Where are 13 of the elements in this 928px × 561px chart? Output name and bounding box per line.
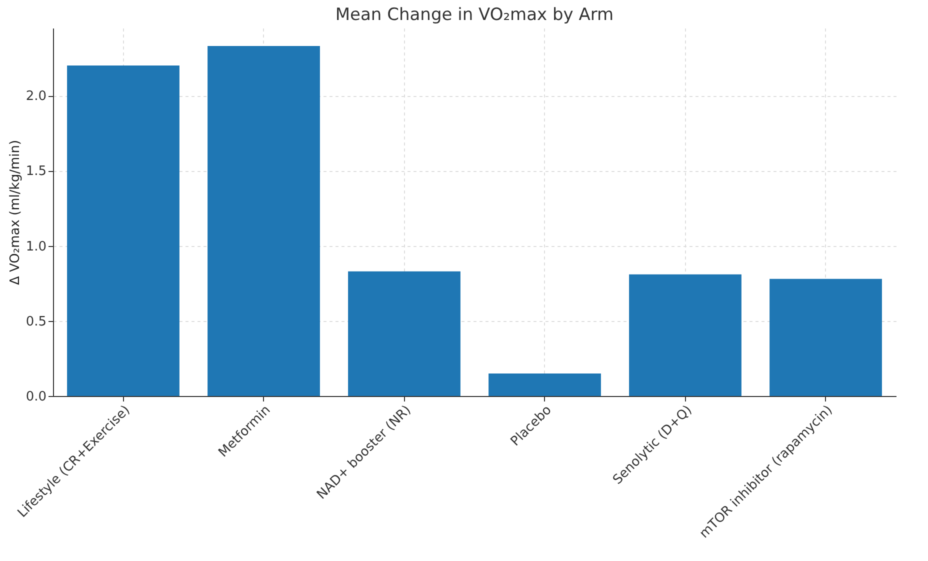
- chart-title: Mean Change in VO₂max by Arm: [335, 5, 614, 25]
- bar: [67, 66, 180, 396]
- bar: [348, 271, 460, 396]
- y-tick-label: 1.0: [26, 239, 46, 254]
- y-tick-label: 0.5: [26, 314, 46, 330]
- bar: [770, 278, 882, 396]
- bar: [208, 46, 320, 396]
- y-axis-title: Δ VO₂max (ml/kg/min): [8, 140, 23, 286]
- y-tick-label: 1.5: [26, 164, 46, 180]
- y-tick-label: 0.0: [26, 390, 46, 404]
- bar: [629, 274, 742, 396]
- y-tick-label: 2.0: [26, 89, 46, 104]
- bar: [488, 373, 601, 396]
